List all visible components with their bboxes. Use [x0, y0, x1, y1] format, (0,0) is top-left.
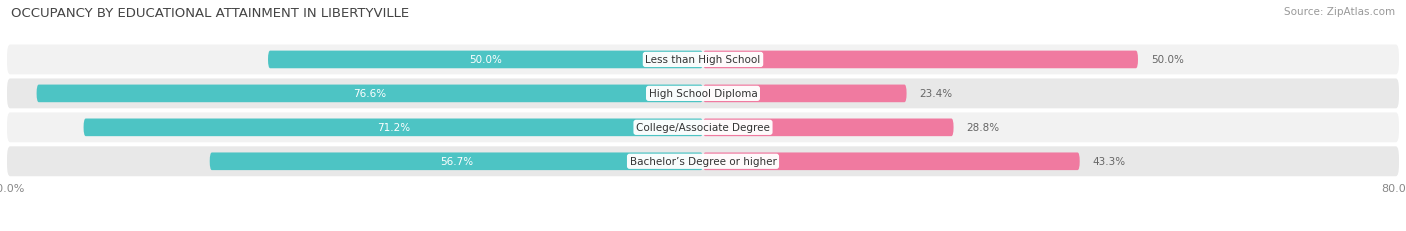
Text: 71.2%: 71.2%: [377, 123, 411, 133]
FancyBboxPatch shape: [703, 51, 1137, 69]
Text: Less than High School: Less than High School: [645, 55, 761, 65]
Text: Source: ZipAtlas.com: Source: ZipAtlas.com: [1284, 7, 1395, 17]
FancyBboxPatch shape: [703, 119, 953, 137]
FancyBboxPatch shape: [7, 113, 1399, 143]
Text: 23.4%: 23.4%: [920, 89, 953, 99]
FancyBboxPatch shape: [269, 51, 703, 69]
Text: 50.0%: 50.0%: [1152, 55, 1184, 65]
FancyBboxPatch shape: [209, 153, 703, 170]
Text: 28.8%: 28.8%: [966, 123, 1000, 133]
Text: High School Diploma: High School Diploma: [648, 89, 758, 99]
FancyBboxPatch shape: [37, 85, 703, 103]
FancyBboxPatch shape: [703, 153, 1080, 170]
FancyBboxPatch shape: [703, 85, 907, 103]
FancyBboxPatch shape: [7, 45, 1399, 75]
FancyBboxPatch shape: [7, 147, 1399, 176]
FancyBboxPatch shape: [7, 79, 1399, 109]
Text: OCCUPANCY BY EDUCATIONAL ATTAINMENT IN LIBERTYVILLE: OCCUPANCY BY EDUCATIONAL ATTAINMENT IN L…: [11, 7, 409, 20]
Text: Bachelor’s Degree or higher: Bachelor’s Degree or higher: [630, 157, 776, 167]
Text: College/Associate Degree: College/Associate Degree: [636, 123, 770, 133]
Text: 43.3%: 43.3%: [1092, 157, 1126, 167]
Text: 56.7%: 56.7%: [440, 157, 472, 167]
Text: 76.6%: 76.6%: [353, 89, 387, 99]
FancyBboxPatch shape: [83, 119, 703, 137]
Text: 50.0%: 50.0%: [470, 55, 502, 65]
